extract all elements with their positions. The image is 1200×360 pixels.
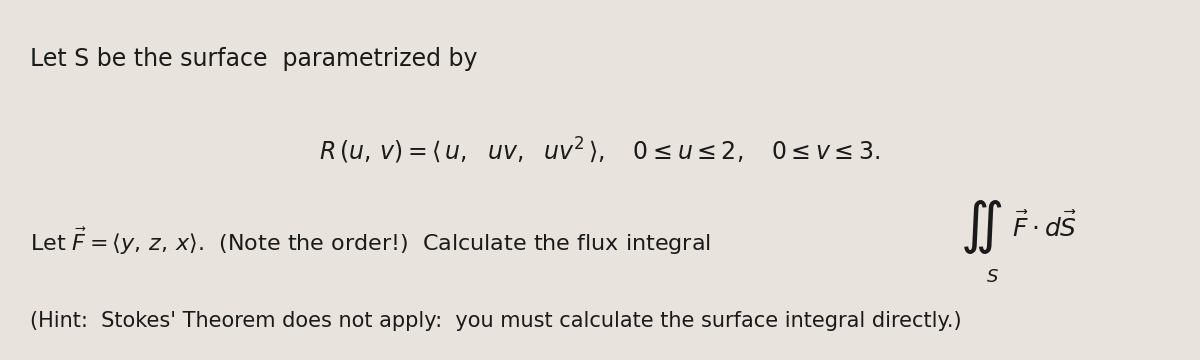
Text: $\iint$: $\iint$ bbox=[960, 198, 1002, 256]
Text: $\vec{F} \cdot d\vec{S}$: $\vec{F} \cdot d\vec{S}$ bbox=[1012, 212, 1076, 242]
Text: Let S be the surface  parametrized by: Let S be the surface parametrized by bbox=[30, 47, 478, 71]
Text: $R\,(u,\,v) =\langle\, u,\ \ uv,\ \ uv^2\, \rangle,$$\ \ \ 0 \leq u \leq 2,\ \ \: $R\,(u,\,v) =\langle\, u,\ \ uv,\ \ uv^2… bbox=[319, 136, 881, 166]
Text: $S$: $S$ bbox=[986, 268, 1000, 286]
Text: Let $\vec{F} = \langle y,\, z,\, x\rangle$.  (Note the order!)  Calculate the fl: Let $\vec{F} = \langle y,\, z,\, x\rangl… bbox=[30, 226, 710, 257]
Text: (Hint:  Stokes' Theorem does not apply:  you must calculate the surface integral: (Hint: Stokes' Theorem does not apply: y… bbox=[30, 311, 961, 331]
